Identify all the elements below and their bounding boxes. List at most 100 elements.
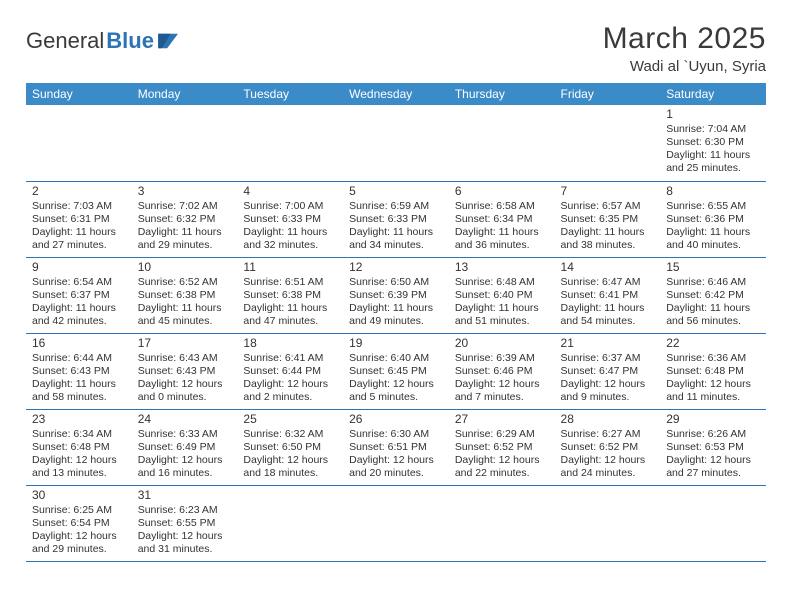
sunset-text: Sunset: 6:43 PM [32, 365, 126, 378]
sunrise-text: Sunrise: 6:48 AM [455, 276, 549, 289]
sunrise-text: Sunrise: 6:26 AM [666, 428, 760, 441]
calendar-body: 1Sunrise: 7:04 AMSunset: 6:30 PMDaylight… [26, 105, 766, 561]
daylight-text: Daylight: 11 hours [32, 378, 126, 391]
daylight-text: and 36 minutes. [455, 239, 549, 252]
calendar-cell: 11Sunrise: 6:51 AMSunset: 6:38 PMDayligh… [237, 257, 343, 333]
logo: GeneralBlue [26, 22, 180, 54]
calendar-cell: 15Sunrise: 6:46 AMSunset: 6:42 PMDayligh… [660, 257, 766, 333]
daylight-text: and 47 minutes. [243, 315, 337, 328]
calendar-cell: 23Sunrise: 6:34 AMSunset: 6:48 PMDayligh… [26, 409, 132, 485]
sunset-text: Sunset: 6:55 PM [138, 517, 232, 530]
sunset-text: Sunset: 6:38 PM [138, 289, 232, 302]
calendar-cell: 10Sunrise: 6:52 AMSunset: 6:38 PMDayligh… [132, 257, 238, 333]
calendar-cell: 9Sunrise: 6:54 AMSunset: 6:37 PMDaylight… [26, 257, 132, 333]
sunrise-text: Sunrise: 6:51 AM [243, 276, 337, 289]
sunset-text: Sunset: 6:44 PM [243, 365, 337, 378]
sunset-text: Sunset: 6:52 PM [561, 441, 655, 454]
daylight-text: and 27 minutes. [666, 467, 760, 480]
day-number: 12 [349, 260, 443, 275]
calendar-cell [660, 485, 766, 561]
sunrise-text: Sunrise: 6:27 AM [561, 428, 655, 441]
sunset-text: Sunset: 6:33 PM [349, 213, 443, 226]
sunrise-text: Sunrise: 6:33 AM [138, 428, 232, 441]
daylight-text: Daylight: 12 hours [666, 378, 760, 391]
sunset-text: Sunset: 6:36 PM [666, 213, 760, 226]
day-number: 8 [666, 184, 760, 199]
daylight-text: and 5 minutes. [349, 391, 443, 404]
dayname: Sunday [26, 83, 132, 105]
calendar-cell: 28Sunrise: 6:27 AMSunset: 6:52 PMDayligh… [555, 409, 661, 485]
day-number: 16 [32, 336, 126, 351]
calendar-cell: 25Sunrise: 6:32 AMSunset: 6:50 PMDayligh… [237, 409, 343, 485]
day-number: 19 [349, 336, 443, 351]
header: GeneralBlue March 2025 Wadi al `Uyun, Sy… [26, 22, 766, 75]
sunrise-text: Sunrise: 6:47 AM [561, 276, 655, 289]
daylight-text: Daylight: 12 hours [561, 454, 655, 467]
daylight-text: Daylight: 12 hours [455, 378, 549, 391]
sunrise-text: Sunrise: 6:36 AM [666, 352, 760, 365]
daylight-text: Daylight: 12 hours [349, 378, 443, 391]
daylight-text: Daylight: 11 hours [561, 226, 655, 239]
day-number: 10 [138, 260, 232, 275]
daylight-text: Daylight: 11 hours [561, 302, 655, 315]
sunset-text: Sunset: 6:48 PM [666, 365, 760, 378]
day-number: 20 [455, 336, 549, 351]
daylight-text: Daylight: 12 hours [138, 530, 232, 543]
daylight-text: and 56 minutes. [666, 315, 760, 328]
calendar-cell: 21Sunrise: 6:37 AMSunset: 6:47 PMDayligh… [555, 333, 661, 409]
daylight-text: and 31 minutes. [138, 543, 232, 556]
sunset-text: Sunset: 6:51 PM [349, 441, 443, 454]
daylight-text: and 38 minutes. [561, 239, 655, 252]
daylight-text: Daylight: 11 hours [138, 302, 232, 315]
sunset-text: Sunset: 6:53 PM [666, 441, 760, 454]
calendar-cell [26, 105, 132, 181]
sunset-text: Sunset: 6:32 PM [138, 213, 232, 226]
sunrise-text: Sunrise: 6:37 AM [561, 352, 655, 365]
day-number: 23 [32, 412, 126, 427]
day-number: 14 [561, 260, 655, 275]
sunset-text: Sunset: 6:49 PM [138, 441, 232, 454]
day-number: 24 [138, 412, 232, 427]
sunrise-text: Sunrise: 6:58 AM [455, 200, 549, 213]
calendar-cell: 22Sunrise: 6:36 AMSunset: 6:48 PMDayligh… [660, 333, 766, 409]
sunrise-text: Sunrise: 6:29 AM [455, 428, 549, 441]
calendar-row: 1Sunrise: 7:04 AMSunset: 6:30 PMDaylight… [26, 105, 766, 181]
daylight-text: and 2 minutes. [243, 391, 337, 404]
sunrise-text: Sunrise: 7:00 AM [243, 200, 337, 213]
calendar-cell [237, 485, 343, 561]
daylight-text: and 9 minutes. [561, 391, 655, 404]
daylight-text: Daylight: 12 hours [561, 378, 655, 391]
daylight-text: Daylight: 12 hours [243, 454, 337, 467]
daylight-text: and 27 minutes. [32, 239, 126, 252]
calendar-cell: 29Sunrise: 6:26 AMSunset: 6:53 PMDayligh… [660, 409, 766, 485]
calendar-cell: 13Sunrise: 6:48 AMSunset: 6:40 PMDayligh… [449, 257, 555, 333]
day-number: 11 [243, 260, 337, 275]
daylight-text: Daylight: 11 hours [349, 226, 443, 239]
calendar-row: 9Sunrise: 6:54 AMSunset: 6:37 PMDaylight… [26, 257, 766, 333]
calendar-cell [555, 105, 661, 181]
daylight-text: and 13 minutes. [32, 467, 126, 480]
day-number: 7 [561, 184, 655, 199]
logo-flag-icon [158, 32, 180, 50]
daylight-text: Daylight: 11 hours [666, 149, 760, 162]
daylight-text: and 29 minutes. [32, 543, 126, 556]
calendar-cell: 30Sunrise: 6:25 AMSunset: 6:54 PMDayligh… [26, 485, 132, 561]
dayname: Wednesday [343, 83, 449, 105]
day-number: 9 [32, 260, 126, 275]
day-number: 29 [666, 412, 760, 427]
daylight-text: Daylight: 11 hours [455, 302, 549, 315]
sunset-text: Sunset: 6:33 PM [243, 213, 337, 226]
daylight-text: and 42 minutes. [32, 315, 126, 328]
calendar-cell: 31Sunrise: 6:23 AMSunset: 6:55 PMDayligh… [132, 485, 238, 561]
daylight-text: Daylight: 11 hours [138, 226, 232, 239]
sunrise-text: Sunrise: 6:23 AM [138, 504, 232, 517]
sunrise-text: Sunrise: 7:04 AM [666, 123, 760, 136]
daylight-text: and 20 minutes. [349, 467, 443, 480]
daylight-text: Daylight: 12 hours [32, 530, 126, 543]
dayname: Monday [132, 83, 238, 105]
sunrise-text: Sunrise: 6:54 AM [32, 276, 126, 289]
sunset-text: Sunset: 6:35 PM [561, 213, 655, 226]
calendar-cell: 6Sunrise: 6:58 AMSunset: 6:34 PMDaylight… [449, 181, 555, 257]
daylight-text: and 58 minutes. [32, 391, 126, 404]
sunset-text: Sunset: 6:50 PM [243, 441, 337, 454]
